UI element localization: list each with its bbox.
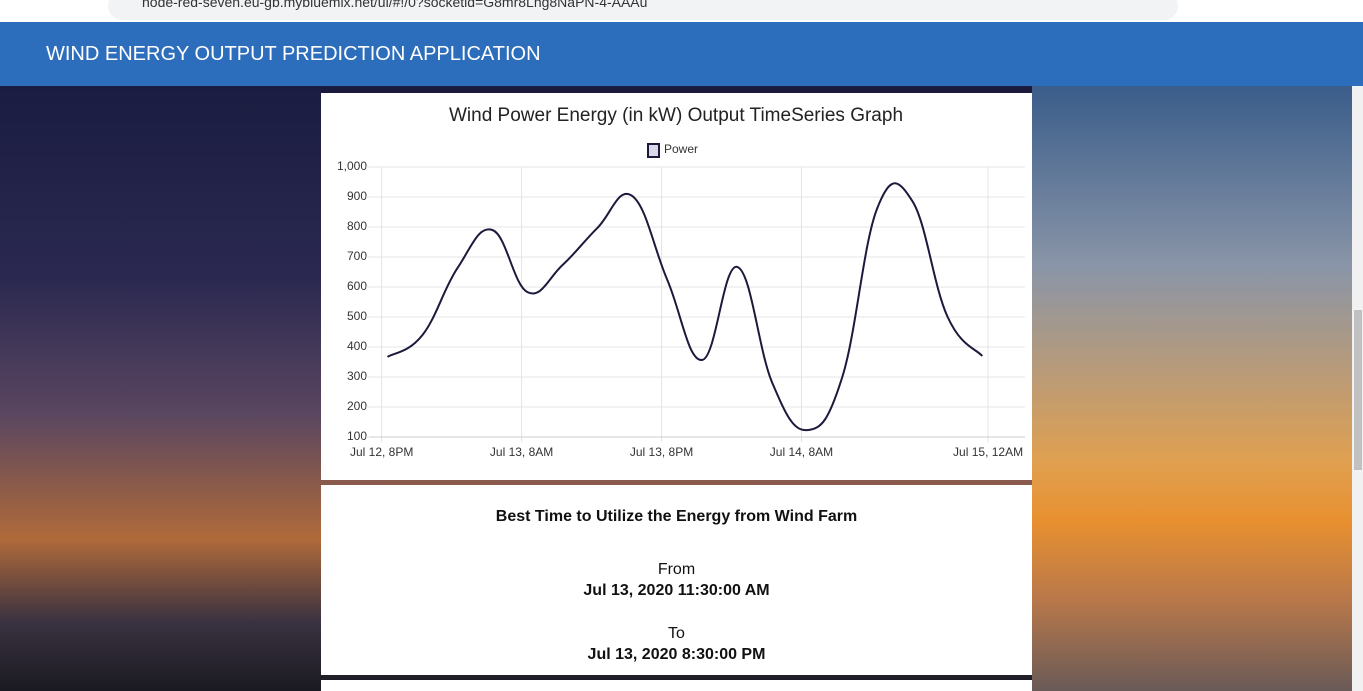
background bbox=[1032, 86, 1352, 691]
chart-title: Wind Power Energy (in kW) Output TimeSer… bbox=[449, 105, 903, 126]
card-title: Best Time to Utilize the Energy from Win… bbox=[495, 508, 858, 525]
x-tick-label: Jul 15, 12AM bbox=[953, 445, 1023, 459]
legend-swatch bbox=[647, 143, 660, 158]
y-tick-label: 800 bbox=[347, 219, 367, 233]
best-time-card: Best Time to Utilize the Energy from Win… bbox=[321, 485, 1032, 675]
to-label: To bbox=[668, 625, 685, 642]
scroll-thumb[interactable] bbox=[1354, 310, 1362, 470]
y-tick-label: 700 bbox=[347, 249, 367, 263]
x-tick-label: Jul 14, 8AM bbox=[770, 445, 833, 459]
y-tick-label: 500 bbox=[347, 309, 367, 323]
next-card bbox=[321, 680, 1032, 691]
y-tick-label: 400 bbox=[347, 339, 367, 353]
y-tick-label: 900 bbox=[347, 189, 367, 203]
to-time: Jul 13, 2020 8:30:00 PM bbox=[587, 646, 766, 663]
y-tick-label: 600 bbox=[347, 279, 367, 293]
x-tick-label: Jul 12, 8PM bbox=[350, 445, 413, 459]
legend-label: Power bbox=[664, 142, 698, 156]
chart-card: Wind Power Energy (in kW) Output TimeSer… bbox=[321, 88, 1032, 480]
y-tick-label: 200 bbox=[347, 399, 367, 413]
y-tick-label: 1,000 bbox=[337, 159, 367, 173]
data-line bbox=[386, 182, 983, 432]
app-header: WIND ENERGY OUTPUT PREDICTION APPLICATIO… bbox=[0, 22, 1363, 86]
chart: Wind Power Energy (in kW) Output TimeSer… bbox=[337, 105, 1025, 459]
from-time: Jul 13, 2020 11:30:00 AM bbox=[583, 582, 770, 599]
y-tick-label: 300 bbox=[347, 369, 367, 383]
from-label: From bbox=[657, 561, 696, 578]
x-tick-label: Jul 13, 8AM bbox=[490, 445, 553, 459]
x-tick-label: Jul 13, 8PM bbox=[630, 445, 693, 459]
address-bar[interactable]: node-red-seven.eu-gb.mybluemix.net/ui/#!… bbox=[108, 0, 1178, 20]
y-tick-label: 100 bbox=[347, 429, 367, 443]
browser-bar: node-red-seven.eu-gb.mybluemix.net/ui/#!… bbox=[0, 0, 1363, 22]
